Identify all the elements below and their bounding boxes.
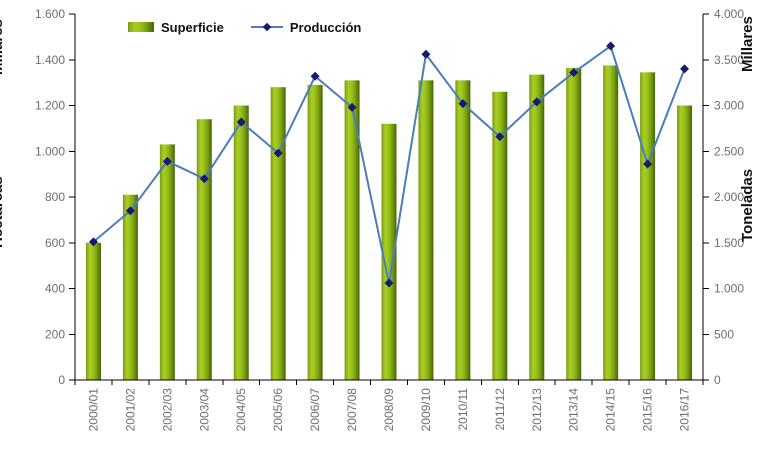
bar	[233, 105, 249, 380]
x-category-label: 2016/17	[678, 388, 692, 432]
x-category-label: 2007/08	[345, 388, 359, 432]
left-tick-label: 0	[58, 373, 65, 387]
x-category-label: 2003/04	[197, 388, 211, 432]
bar	[566, 67, 582, 380]
line-marker	[532, 97, 542, 107]
bar	[455, 80, 471, 380]
right-tick-label: 3.000	[714, 99, 744, 113]
line-marker	[310, 71, 320, 81]
x-category-label: 2010/11	[456, 388, 470, 431]
x-category-label: 2014/15	[604, 388, 618, 432]
x-category-label: 2013/14	[567, 388, 581, 432]
x-category-label: 2000/01	[86, 388, 100, 432]
x-category-label: 2002/03	[160, 388, 174, 432]
line-marker	[421, 49, 431, 59]
right-tick-label: 1.000	[714, 282, 744, 296]
x-category-label: 2008/09	[382, 388, 396, 432]
line-marker	[199, 174, 209, 184]
left-tick-label: 1.200	[35, 99, 65, 113]
x-category-label: 2015/16	[641, 388, 655, 432]
bar	[270, 87, 286, 380]
right-axis-unit-label: Millares	[739, 16, 756, 72]
bar	[159, 144, 175, 380]
x-category-label: 2004/05	[234, 388, 248, 432]
superficie-bar-swatch-icon	[128, 22, 154, 32]
bar	[603, 65, 619, 380]
legend-produccion-label: Producción	[289, 19, 362, 35]
superficie-bars	[85, 65, 693, 381]
produccion-markers	[88, 41, 690, 288]
line-marker	[273, 148, 283, 158]
line-marker	[125, 206, 135, 216]
line-marker	[680, 64, 690, 74]
left-tick-label: 800	[45, 190, 65, 204]
right-tick-label: 0	[714, 373, 721, 387]
x-category-label: 2011/12	[493, 388, 507, 431]
axes	[69, 13, 709, 385]
line-marker	[162, 156, 172, 166]
left-axis-title: Hectáreas	[0, 176, 6, 248]
bar	[492, 91, 508, 380]
right-tick-label: 1.500	[714, 236, 744, 250]
bar	[307, 84, 323, 380]
legend: Superficie Producción	[128, 17, 361, 37]
x-category-label: 2009/10	[419, 388, 433, 432]
x-category-label: 2006/07	[308, 388, 322, 432]
bar	[85, 242, 101, 380]
left-tick-label: 200	[45, 327, 65, 341]
left-tick-label: 400	[45, 282, 65, 296]
left-tick-label: 1.400	[35, 53, 65, 67]
right-tick-label: 500	[714, 327, 734, 341]
bar	[344, 80, 360, 380]
right-tick-label: 2.500	[714, 144, 744, 158]
bar	[640, 72, 656, 380]
line-marker	[347, 102, 357, 112]
left-tick-label: 600	[45, 236, 65, 250]
bar	[418, 80, 434, 380]
bar	[381, 123, 397, 381]
bar	[122, 194, 138, 380]
line-marker	[88, 237, 98, 247]
legend-item-produccion: Producción	[250, 19, 362, 35]
line-marker	[569, 68, 579, 78]
left-tick-label: 1.000	[35, 144, 65, 158]
left-axis-unit-label: Millares	[0, 19, 6, 75]
line-marker	[606, 41, 616, 51]
x-category-label: 2005/06	[271, 388, 285, 432]
right-tick-label: 2.000	[714, 190, 744, 204]
line-marker	[458, 99, 468, 109]
line-marker	[495, 132, 505, 142]
produccion-line-swatch-icon	[250, 22, 283, 32]
x-category-label: 2012/13	[530, 388, 544, 432]
bar	[677, 105, 693, 380]
bar	[196, 119, 212, 380]
line-marker	[643, 159, 653, 169]
right-axis-title: Toneladas	[739, 168, 756, 242]
line-marker	[236, 117, 246, 127]
right-tick-label: 4.000	[714, 7, 744, 21]
x-category-label: 2001/02	[123, 388, 137, 432]
legend-superficie-label: Superficie	[161, 19, 224, 35]
bar	[529, 74, 545, 381]
left-tick-label: 1.600	[35, 7, 65, 21]
line-marker	[384, 278, 394, 288]
right-tick-label: 3.500	[714, 53, 744, 67]
diamond-marker-icon	[262, 22, 272, 32]
legend-item-superficie: Superficie	[128, 20, 224, 35]
